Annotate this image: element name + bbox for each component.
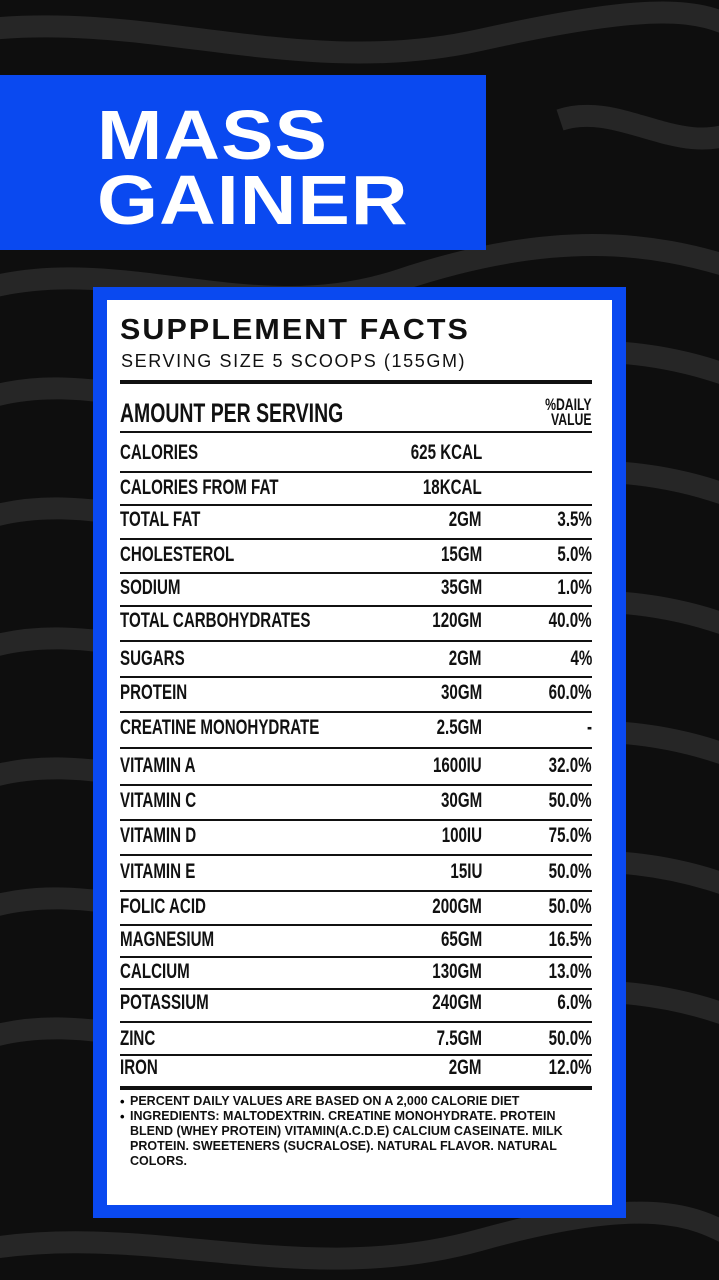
row-daily-value: 60.0% — [549, 681, 592, 704]
divider — [120, 380, 592, 384]
row-daily-value: 13.0% — [549, 960, 592, 983]
row-name: MAGNESIUM — [120, 928, 215, 951]
title-banner — [0, 75, 486, 250]
row-amount: 7.5GM — [436, 1027, 482, 1050]
row-daily-value: 12.0% — [549, 1056, 592, 1079]
divider — [120, 676, 592, 678]
row-amount: 240GM — [432, 991, 482, 1014]
row-name: VITAMIN A — [120, 754, 196, 777]
row-amount: 65GM — [440, 928, 482, 951]
row-name: POTASSIUM — [120, 991, 209, 1014]
row-daily-value: 50.0% — [549, 1027, 592, 1050]
dv-header: %DAILY VALUE — [545, 395, 592, 429]
dv-header-line: %DAILY — [545, 395, 592, 414]
divider — [120, 605, 592, 607]
row-name: TOTAL FAT — [120, 508, 201, 531]
row-name: FOLIC ACID — [120, 895, 206, 918]
row-name: CREATINE MONOHYDRATE — [120, 716, 320, 739]
row-daily-value: 50.0% — [549, 895, 592, 918]
row-daily-value: 5.0% — [557, 543, 592, 566]
divider — [120, 538, 592, 540]
row-amount: 2.5GM — [436, 716, 482, 739]
row-daily-value: 1.0% — [557, 576, 592, 599]
row-name: CALORIES — [120, 441, 199, 464]
row-amount: 200GM — [432, 895, 482, 918]
row-amount: 15IU — [450, 860, 482, 883]
row-amount: 2GM — [449, 647, 482, 670]
title-line: MASS — [97, 96, 328, 174]
row-name: IRON — [120, 1056, 158, 1079]
row-amount: 625 KCAL — [410, 441, 482, 464]
row-daily-value: 3.5% — [557, 508, 592, 531]
row-amount: 2GM — [449, 1056, 482, 1079]
row-daily-value: 32.0% — [549, 754, 592, 777]
row-daily-value: 50.0% — [549, 860, 592, 883]
row-amount: 30GM — [440, 681, 482, 704]
row-name: PROTEIN — [120, 681, 188, 704]
row-name: SODIUM — [120, 576, 181, 599]
divider — [120, 890, 592, 892]
row-daily-value: 75.0% — [549, 824, 592, 847]
note: PERCENT DAILY VALUES ARE BASED ON A 2,00… — [130, 1094, 520, 1108]
row-name: TOTAL CARBOHYDRATES — [120, 609, 311, 632]
bullet: • — [120, 1094, 125, 1109]
divider — [120, 1054, 592, 1056]
note: INGREDIENTS: MALTODEXTRIN. CREATINE MONO… — [130, 1109, 563, 1168]
dv-header-line: VALUE — [551, 410, 592, 429]
row-amount: 30GM — [440, 789, 482, 812]
amount-header: AMOUNT PER SERVING — [120, 398, 344, 428]
row-amount: 35GM — [440, 576, 482, 599]
divider — [120, 747, 592, 749]
divider — [120, 924, 592, 926]
serving-size: SERVING SIZE 5 SCOOPS (155GM) — [121, 351, 467, 371]
divider — [120, 504, 592, 506]
row-name: VITAMIN D — [120, 824, 197, 847]
title-line: GAINER — [97, 161, 409, 239]
row-amount: 130GM — [432, 960, 482, 983]
row-name: VITAMIN E — [120, 860, 196, 883]
divider — [120, 784, 592, 786]
row-amount: 2GM — [449, 508, 482, 531]
facts-card — [107, 300, 612, 1205]
divider — [120, 640, 592, 642]
divider — [120, 572, 592, 574]
row-daily-value: - — [586, 716, 592, 739]
row-amount: 100IU — [441, 824, 482, 847]
divider — [120, 1021, 592, 1023]
row-amount: 15GM — [440, 543, 482, 566]
row-daily-value: 4% — [570, 647, 592, 670]
divider — [120, 988, 592, 990]
row-name: SUGARS — [120, 647, 185, 670]
row-name: CHOLESTEROL — [120, 543, 235, 566]
divider — [120, 471, 592, 473]
row-amount: 120GM — [432, 609, 482, 632]
bullet: • — [120, 1109, 125, 1124]
divider — [120, 431, 592, 433]
row-daily-value: 16.5% — [549, 928, 592, 951]
row-name: CALORIES FROM FAT — [120, 476, 279, 499]
divider — [120, 819, 592, 821]
row-name: ZINC — [120, 1027, 156, 1050]
row-amount: 1600IU — [433, 754, 482, 777]
divider — [120, 711, 592, 713]
row-name: CALCIUM — [120, 960, 190, 983]
row-amount: 18KCAL — [423, 476, 482, 499]
divider — [120, 956, 592, 958]
row-name: VITAMIN C — [120, 789, 197, 812]
divider — [120, 1086, 592, 1090]
divider — [120, 854, 592, 856]
row-daily-value: 40.0% — [549, 609, 592, 632]
row-daily-value: 6.0% — [557, 991, 592, 1014]
facts-title: SUPPLEMENT FACTS — [120, 314, 470, 346]
row-daily-value: 50.0% — [549, 789, 592, 812]
